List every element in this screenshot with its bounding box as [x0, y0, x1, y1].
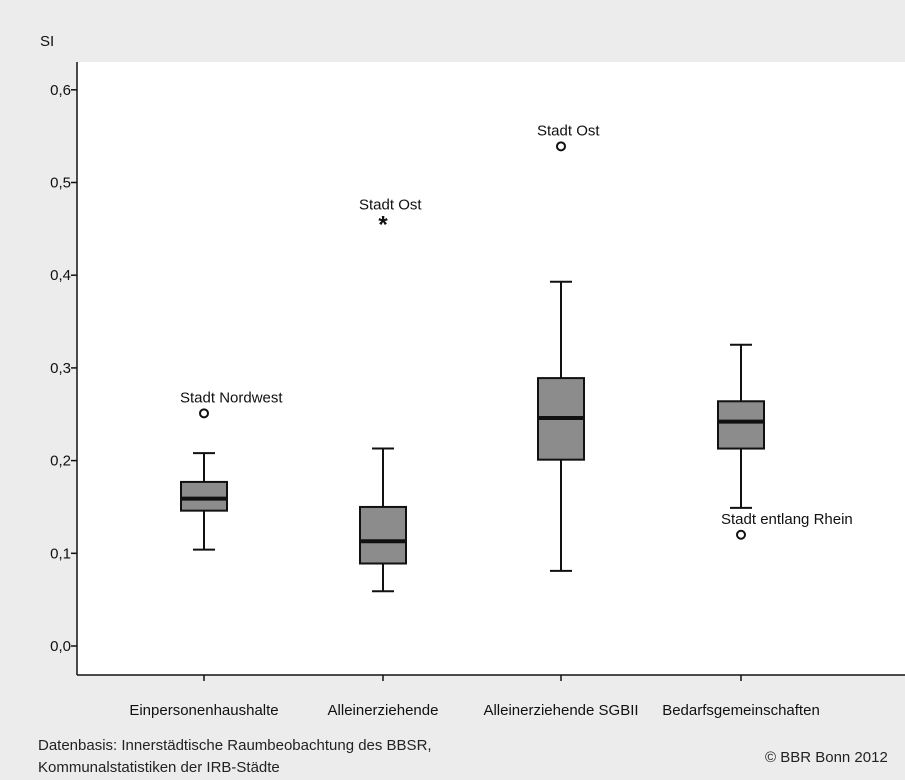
box-2: [359, 447, 407, 593]
outlier-label: Stadt Nordwest: [180, 389, 283, 406]
outlier-label: Stadt Ost: [537, 122, 600, 139]
plot-area: [77, 62, 905, 675]
x-tick-label: Bedarfsgemeinschaften: [662, 702, 820, 719]
outlier-extreme-marker: *: [378, 212, 388, 239]
x-tick-label: Alleinerziehende SGBII: [483, 702, 638, 719]
y-axis-label: SI: [40, 33, 54, 50]
x-tick-label: Alleinerziehende: [328, 702, 439, 719]
y-tick-label: 0,3: [50, 360, 71, 377]
y-tick-label: 0,6: [50, 82, 71, 99]
outlier-label: Stadt Ost: [359, 197, 422, 214]
source-line-2: Kommunalstatistiken der IRB-Städte: [38, 759, 280, 776]
box-1: [180, 452, 228, 551]
source-note: Datenbasis: Innerstädtische Raumbeobacht…: [38, 735, 432, 779]
y-tick-label: 0,2: [50, 453, 71, 470]
box-3: [537, 280, 585, 572]
x-tick-label: Einpersonenhaushalte: [129, 702, 278, 719]
boxes: [180, 280, 765, 593]
outlier-marker: [556, 141, 566, 152]
y-tick-label: 0,5: [50, 175, 71, 192]
outlier-marker: [199, 408, 209, 419]
box-iqr: [717, 400, 765, 450]
y-tick-label: 0,0: [50, 638, 71, 655]
y-tick-label: 0,4: [50, 267, 71, 284]
outlier-label: Stadt entlang Rhein: [721, 511, 853, 528]
outlier-marker: [736, 529, 746, 540]
x-ticks: Einpersonenhaushalte Alleinerziehende Alle…: [129, 675, 820, 719]
box-4: [717, 343, 765, 509]
box-iqr: [359, 505, 407, 565]
source-line-1: Datenbasis: Innerstädtische Raumbeobacht…: [38, 737, 432, 754]
copyright-note: © BBR Bonn 2012: [765, 749, 888, 766]
box-iqr: [180, 480, 228, 512]
y-ticks: 0,0 0,1 0,2 0,3 0,4 0,5 0,6: [50, 82, 77, 655]
y-tick-label: 0,1: [50, 545, 71, 562]
